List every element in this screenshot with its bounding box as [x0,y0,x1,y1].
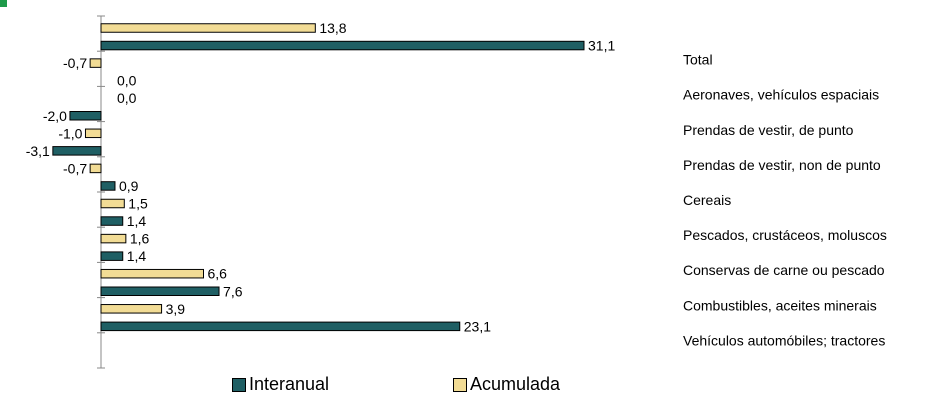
value-label-acumulada-0: 13,8 [319,20,346,36]
value-label-acumulada-8: 3,9 [166,301,186,317]
legend-swatch-interanual [232,377,246,392]
value-label-interanual-7: 7,6 [223,283,243,299]
bar-chart: 13,8 31,1 -0,7 0,00,0 -2,0-1,0 -3,1 -0,7 0,9 1,5… [26,15,887,369]
category-label-8: Vehículos automóbiles; tractores [683,332,885,348]
bar-interanual-7 [100,286,220,296]
bar-interanual-5 [100,216,124,226]
value-label-acumulada-3: -1,0 [58,125,82,141]
bar-interanual-2 [69,111,102,121]
bar-interanual-0 [100,40,585,51]
value-label-interanual-3: -3,1 [26,143,50,159]
bar-acumulada-7 [100,268,205,279]
value-label-interanual-4: 0,9 [119,178,139,194]
value-label-interanual-1: 0,0 [117,73,137,89]
legend-label-acumulada: Acumulada [470,374,561,394]
bar-interanual-8 [100,321,461,332]
legend-swatch-acumulada [453,377,467,392]
bar-acumulada-8 [100,304,163,314]
value-label-acumulada-4: -0,7 [63,160,87,176]
category-label-3: Prendas de vestir, non de punto [683,157,881,173]
value-label-acumulada-5: 1,5 [128,196,148,212]
value-label-acumulada-7: 6,6 [208,266,228,282]
legend-item-interanual: Interanual [232,374,329,395]
category-label-0: Total [683,52,713,68]
axis-ticks [97,15,105,369]
value-labels: 13,8 31,1 -0,7 0,00,0 -2,0-1,0 -3,1 -0,7 0,9 1,5… [26,20,616,334]
value-label-interanual-0: 31,1 [588,38,615,54]
legend-label-interanual: Interanual [249,374,330,394]
value-label-interanual-6: 1,4 [127,248,147,264]
legend: Interanual Acumulada [0,374,946,400]
value-label-acumulada-2: 0,0 [117,90,137,106]
bar-interanual-3 [52,146,102,156]
value-label-interanual-2: -2,0 [43,108,67,124]
category-label-5: Pescados, crustáceos, moluscos [683,227,887,243]
category-label-1: Aeronaves, vehículos espaciais [683,87,879,103]
bar-acumulada-4 [89,163,102,174]
bar-interanual-4 [100,181,116,191]
category-label-7: Combustibles, aceites minerais [683,297,877,313]
value-label-acumulada-6: 1,6 [130,231,150,247]
bars [52,23,585,332]
category-label-2: Prendas de vestir, de punto [683,122,854,138]
category-label-6: Conservas de carne ou pescado [683,262,885,278]
bar-acumulada-3 [84,128,102,139]
category-labels: Total Aeronaves, vehículos espaciais Prend… [683,52,887,349]
corner-mark [0,0,7,7]
bar-acumulada-0 [100,23,316,33]
bar-acumulada-1 [89,58,102,68]
legend-item-acumulada: Acumulada [453,374,560,395]
category-label-4: Cereais [683,192,731,208]
value-label-interanual-8: 23,1 [464,318,491,334]
value-label-acumulada-1: -0,7 [63,55,87,71]
value-label-interanual-5: 1,4 [127,213,147,229]
bar-acumulada-6 [100,233,127,244]
bar-interanual-6 [100,251,124,261]
bar-acumulada-5 [100,198,125,209]
